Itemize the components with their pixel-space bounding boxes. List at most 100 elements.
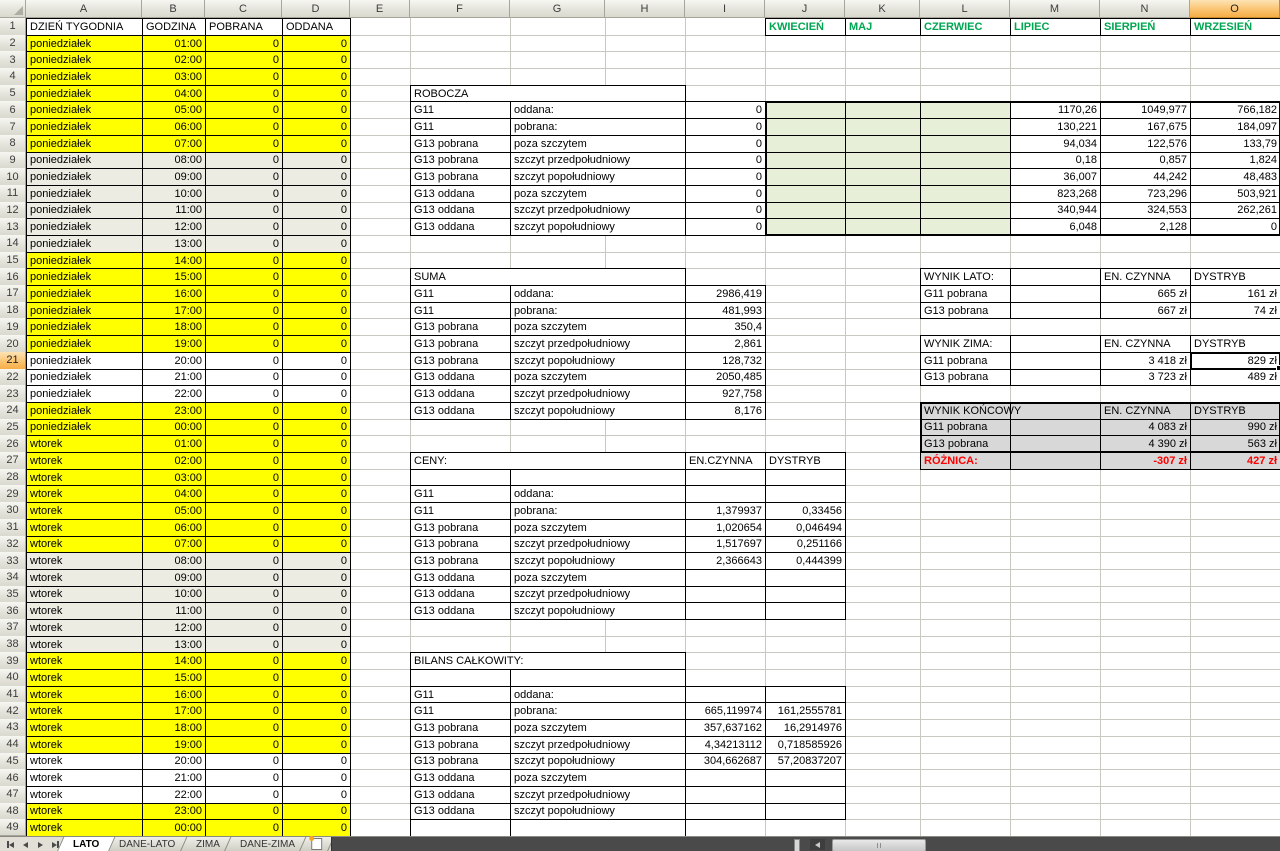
cell-D15[interactable]: 0 — [282, 251, 351, 270]
cell-D1[interactable]: ODDANA — [282, 18, 351, 36]
cell-F7[interactable]: G11 — [410, 118, 511, 136]
cell-F23[interactable]: G13 oddana — [410, 385, 511, 403]
cell-D49[interactable]: 0 — [282, 819, 351, 837]
cell-C43[interactable]: 0 — [205, 719, 283, 737]
cell-I30[interactable]: 1,379937 — [685, 502, 766, 520]
cell-D47[interactable]: 0 — [282, 785, 351, 804]
cell-M17[interactable] — [1010, 285, 1101, 303]
cell-B44[interactable]: 19:00 — [142, 735, 206, 754]
cell-J43[interactable]: 16,2914976 — [765, 719, 846, 737]
cell-F47[interactable]: G13 oddana — [410, 785, 511, 804]
cell-A41[interactable]: wtorek — [26, 685, 143, 704]
cell-A35[interactable]: wtorek — [26, 585, 143, 604]
cell-O25[interactable]: 990 zł — [1190, 418, 1280, 437]
row-header-27[interactable]: 27 — [0, 452, 26, 470]
cell-A47[interactable]: wtorek — [26, 785, 143, 804]
cell-C26[interactable]: 0 — [205, 435, 283, 454]
cell-D28[interactable]: 0 — [282, 468, 351, 487]
cell-O12[interactable]: 262,261 — [1190, 201, 1280, 220]
cell-D14[interactable]: 0 — [282, 235, 351, 253]
row-header-8[interactable]: 8 — [0, 134, 26, 153]
cell-F8[interactable]: G13 pobrana — [410, 134, 511, 153]
cell-A18[interactable]: poniedziałek — [26, 301, 143, 320]
cell-O6[interactable]: 766,182 — [1190, 101, 1280, 120]
row-header-15[interactable]: 15 — [0, 251, 26, 270]
cell-F40[interactable] — [410, 669, 511, 687]
cell-M6[interactable]: 1170,26 — [1010, 101, 1101, 120]
cell-F28[interactable] — [410, 468, 511, 487]
cell-J47[interactable] — [765, 785, 846, 804]
cell-A28[interactable]: wtorek — [26, 468, 143, 487]
cell-G10[interactable]: szczyt popołudniowy — [510, 168, 686, 186]
cell-A11[interactable]: poniedziałek — [26, 184, 143, 203]
cell-D35[interactable]: 0 — [282, 585, 351, 604]
section-title-suma[interactable]: SUMA — [410, 268, 686, 287]
cell-G47[interactable]: szczyt przedpołudniowy — [510, 785, 686, 804]
column-header-M[interactable]: M — [1010, 0, 1100, 18]
cell-F13[interactable]: G13 oddana — [410, 218, 511, 236]
cell-J13[interactable] — [765, 218, 846, 236]
cell-G7[interactable]: pobrana: — [510, 118, 686, 136]
cell-I47[interactable] — [685, 785, 766, 804]
row-header-14[interactable]: 14 — [0, 235, 26, 253]
cell-D39[interactable]: 0 — [282, 652, 351, 671]
cell-I46[interactable] — [685, 769, 766, 787]
cell-F49[interactable] — [410, 819, 511, 837]
cell-I8[interactable]: 0 — [685, 134, 766, 153]
cell-A40[interactable]: wtorek — [26, 669, 143, 687]
cell-M8[interactable]: 94,034 — [1010, 134, 1101, 153]
cell-B21[interactable]: 20:00 — [142, 351, 206, 370]
cell-G35[interactable]: szczyt przedpołudniowy — [510, 585, 686, 604]
cell-I34[interactable] — [685, 568, 766, 587]
cell-G48[interactable]: szczyt popołudniowy — [510, 802, 686, 821]
cell-C38[interactable]: 0 — [205, 635, 283, 654]
cell-B15[interactable]: 14:00 — [142, 251, 206, 270]
cell-M24[interactable] — [1010, 401, 1101, 420]
row-header-4[interactable]: 4 — [0, 68, 26, 86]
cell-B26[interactable]: 01:00 — [142, 435, 206, 454]
cell-C36[interactable]: 0 — [205, 602, 283, 620]
cell-C33[interactable]: 0 — [205, 552, 283, 570]
cell-D38[interactable]: 0 — [282, 635, 351, 654]
cell-B22[interactable]: 21:00 — [142, 368, 206, 387]
fill-handle[interactable] — [1276, 364, 1280, 371]
column-header-G[interactable]: G — [510, 0, 605, 18]
cell-C45[interactable]: 0 — [205, 752, 283, 771]
active-cell-selection[interactable] — [1190, 351, 1280, 371]
cell-I19[interactable]: 350,4 — [685, 318, 766, 337]
cell-L10[interactable] — [920, 168, 1011, 186]
cell-B48[interactable]: 23:00 — [142, 802, 206, 821]
cell-K13[interactable] — [845, 218, 921, 236]
cell-O18[interactable]: 74 zł — [1190, 301, 1280, 320]
cell-A8[interactable]: poniedziałek — [26, 134, 143, 153]
sheet-tab-lato[interactable]: LATO — [56, 837, 116, 851]
cell-D23[interactable]: 0 — [282, 385, 351, 403]
cell-C25[interactable]: 0 — [205, 418, 283, 437]
cell-F45[interactable]: G13 pobrana — [410, 752, 511, 771]
row-header-41[interactable]: 41 — [0, 685, 26, 704]
cell-B45[interactable]: 20:00 — [142, 752, 206, 771]
cell-I45[interactable]: 304,662687 — [685, 752, 766, 771]
cell-C16[interactable]: 0 — [205, 268, 283, 287]
row-header-36[interactable]: 36 — [0, 602, 26, 620]
cell-C20[interactable]: 0 — [205, 335, 283, 353]
cell-B41[interactable]: 16:00 — [142, 685, 206, 704]
cell-L24[interactable]: WYNIK KOŃCOWY — [920, 401, 1021, 420]
cell-O24[interactable]: DYSTRYB — [1190, 401, 1280, 420]
row-header-49[interactable]: 49 — [0, 819, 26, 836]
cell-N9[interactable]: 0,857 — [1100, 151, 1191, 170]
cell-M26[interactable] — [1010, 435, 1101, 454]
cell-K9[interactable] — [845, 151, 921, 170]
cell-B37[interactable]: 12:00 — [142, 618, 206, 637]
cell-M7[interactable]: 130,221 — [1010, 118, 1101, 136]
cell-F17[interactable]: G11 — [410, 285, 511, 303]
row-header-34[interactable]: 34 — [0, 568, 26, 587]
cell-J36[interactable] — [765, 602, 846, 620]
cell-F22[interactable]: G13 oddana — [410, 368, 511, 387]
cell-C13[interactable]: 0 — [205, 218, 283, 236]
hscroll-left-arrow-icon[interactable] — [809, 839, 825, 850]
cell-M13[interactable]: 6,048 — [1010, 218, 1101, 236]
column-header-E[interactable]: E — [350, 0, 410, 18]
cell-N13[interactable]: 2,128 — [1100, 218, 1191, 236]
cell-J44[interactable]: 0,718585926 — [765, 735, 846, 754]
